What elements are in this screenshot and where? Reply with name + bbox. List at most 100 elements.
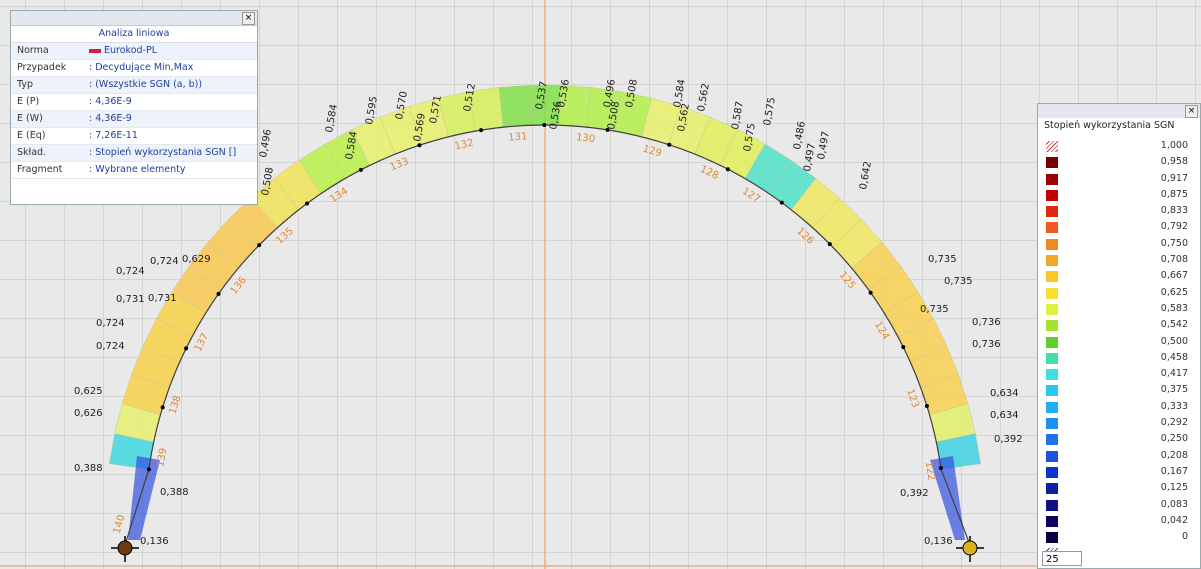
legend-label: 0,208 — [1160, 449, 1188, 461]
element-number: 139 — [155, 447, 169, 468]
value-label: 0,625 — [74, 386, 103, 397]
element-number: 129 — [641, 144, 662, 160]
row-value: : 4,36E-9 — [89, 111, 132, 127]
legend-label: 0,250 — [1160, 433, 1188, 445]
swatch — [1046, 401, 1058, 413]
legend-row: 0,458 — [1038, 350, 1200, 366]
element-number: 132 — [454, 138, 475, 153]
row-value: : Decydujące Min,Max — [89, 60, 193, 76]
value-label: 0,735 — [928, 254, 957, 265]
legend-row: 0,708 — [1038, 252, 1200, 268]
swatch — [1046, 385, 1058, 397]
swatch — [1046, 206, 1058, 218]
legend-label: 0,792 — [1160, 221, 1188, 233]
value-label: 0,724 — [116, 266, 145, 277]
swatch — [1046, 287, 1058, 299]
value-label: 0,575 — [742, 122, 758, 152]
element-number: 136 — [229, 275, 249, 297]
legend-row: 0,958 — [1038, 154, 1200, 170]
node — [184, 346, 189, 351]
value-text: : (Wszystkie SGN (a, b)) — [89, 79, 203, 90]
node — [417, 143, 422, 148]
row-label: Fragment — [17, 164, 63, 175]
value-label: 0,536 — [548, 100, 564, 130]
close-button[interactable]: × — [242, 12, 255, 25]
legend-row: 0,667 — [1038, 268, 1200, 284]
element-number: 140 — [112, 514, 128, 535]
legend-title: Stopień wykorzystania SGN — [1044, 120, 1175, 131]
element-number: 123 — [904, 388, 921, 410]
divisions-input[interactable]: 25 — [1042, 551, 1082, 566]
legend-label: 0,625 — [1160, 286, 1188, 298]
node — [146, 467, 151, 472]
info-row: Typ: (Wszystkie SGN (a, b)) — [11, 77, 257, 94]
value-label: 0,392 — [994, 434, 1023, 445]
swatch — [1046, 255, 1058, 267]
value-label: 0,388 — [74, 463, 103, 474]
flag-icon — [89, 48, 101, 53]
element-number: 125 — [837, 270, 858, 292]
value-label: 0,569 — [412, 112, 428, 142]
value-label: 0,724 — [150, 256, 179, 267]
value-label: 0,571 — [428, 94, 444, 124]
row-label: Norma — [17, 45, 49, 56]
info-row: E (Eq): 7,26E-11 — [11, 128, 257, 145]
close-button[interactable]: × — [1185, 105, 1198, 118]
value-label: 0,486 — [792, 120, 808, 150]
legend-label: 0,458 — [1160, 351, 1188, 363]
node — [901, 345, 906, 350]
value-label: 0,634 — [990, 388, 1019, 399]
legend-label: 0,583 — [1160, 302, 1188, 314]
info-row: Norma Eurokod-PL — [11, 43, 257, 60]
value-label: 0,724 — [96, 341, 125, 352]
info-rows: Norma Eurokod-PL Przypadek: Decydujące Min… — [11, 43, 257, 179]
node — [938, 465, 943, 470]
swatch — [1046, 173, 1058, 185]
value-label: 0,736 — [972, 317, 1001, 328]
value-label: 0,562 — [696, 82, 712, 112]
node — [216, 291, 221, 296]
value-text: : 7,26E-11 — [89, 130, 138, 141]
row-value: : Wybrane elementy — [89, 162, 186, 178]
value-label: 0,634 — [990, 410, 1019, 421]
legend-label: 0,167 — [1160, 465, 1188, 477]
swatch — [1046, 450, 1058, 462]
legend-label: 0 — [1181, 531, 1188, 543]
legend-label: 0,833 — [1160, 205, 1188, 217]
support-node — [117, 540, 133, 556]
value-label: 0,536 — [556, 78, 572, 108]
panel-bar: × — [11, 11, 257, 26]
value-label: 0,562 — [676, 102, 692, 132]
node — [779, 200, 784, 205]
element-number: 130 — [576, 132, 596, 145]
value-text: Eurokod-PL — [104, 45, 157, 56]
node — [358, 167, 363, 172]
swatch — [1046, 418, 1058, 430]
value-label: 0,496 — [258, 128, 274, 158]
value-label: 0,736 — [972, 339, 1001, 350]
legend-label: 0,292 — [1160, 417, 1188, 429]
legend-label: 0,542 — [1160, 319, 1188, 331]
legend-row: 0,500 — [1038, 334, 1200, 350]
swatch — [1046, 483, 1058, 495]
legend-label: 0,083 — [1160, 498, 1188, 510]
leg-segment — [128, 456, 160, 540]
swatch — [1046, 532, 1058, 544]
row-value: : 4,36E-9 — [89, 94, 132, 110]
legend-row: 0,167 — [1038, 464, 1200, 480]
value-text: : 4,36E-9 — [89, 96, 132, 107]
row-value: : (Wszystkie SGN (a, b)) — [89, 77, 202, 93]
element-number: 122 — [923, 461, 937, 481]
row-value: : 7,26E-11 — [89, 128, 138, 144]
swatch — [1046, 303, 1058, 315]
value-label: 0,731 — [148, 293, 177, 304]
swatch — [1046, 369, 1058, 381]
info-row: Fragment : Wybrane elementy — [11, 162, 257, 179]
value-label: 0,497 — [816, 130, 832, 160]
support-node — [962, 540, 978, 556]
legend-row: 0,417 — [1038, 366, 1200, 382]
value-text: : Stopień wykorzystania SGN [] — [89, 147, 237, 158]
legend-row: 0,250 — [1038, 431, 1200, 447]
node — [725, 167, 730, 172]
